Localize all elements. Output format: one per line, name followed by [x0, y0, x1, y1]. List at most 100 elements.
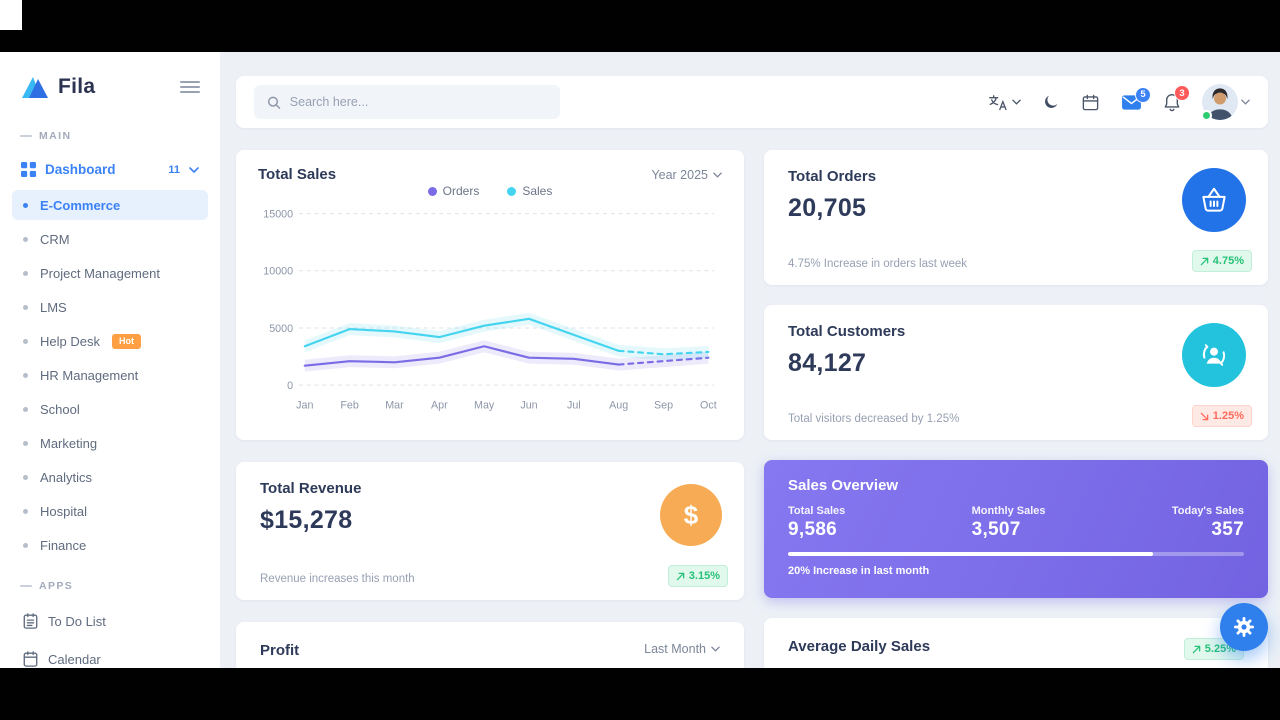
chevron-down-icon: [1012, 99, 1021, 105]
card-title: Average Daily Sales: [788, 638, 931, 655]
calendar-icon: [1082, 94, 1099, 110]
profit-card: Profit Last Month: [236, 622, 744, 668]
orders-trend-badge: 4.75%: [1191, 250, 1252, 272]
search-icon: [267, 96, 281, 109]
sidebar-item-dashboard[interactable]: Dashboard 11: [12, 156, 208, 183]
svg-text:Oct: Oct: [700, 400, 717, 412]
messages-button[interactable]: 5: [1121, 86, 1151, 111]
dashboard-grid-icon: [21, 162, 36, 177]
brand-name: Fila: [58, 75, 96, 98]
gear-icon: [1234, 617, 1254, 637]
language-selector[interactable]: [988, 94, 1021, 111]
bullet-icon: [23, 270, 28, 276]
revenue-subtitle: Revenue increases this month: [260, 573, 415, 585]
sidebar-item-project-management[interactable]: Project Management: [12, 258, 208, 288]
svg-text:Mar: Mar: [385, 400, 404, 412]
bullet-icon: [23, 406, 28, 412]
item-label: Marketing: [40, 435, 98, 451]
sidebar-item-finance[interactable]: Finance: [12, 530, 208, 560]
item-label: Project Management: [40, 265, 160, 281]
bullet-icon: [23, 508, 28, 514]
svg-text:Jun: Jun: [520, 400, 537, 412]
sidebar-item-hr-management[interactable]: HR Management: [12, 360, 208, 390]
sidebar-item-school[interactable]: School: [12, 394, 208, 424]
dashboard-grid: Total Sales Year 2025 Orders Sales 0 5000…: [236, 150, 1268, 668]
total-sales-card: Total Sales Year 2025 Orders Sales 0 5000…: [236, 150, 744, 440]
sidebar-item-hospital[interactable]: Hospital: [12, 496, 208, 526]
calendar-button[interactable]: [1081, 93, 1100, 112]
card-title: Total Sales: [258, 166, 337, 183]
orders-subtitle: 4.75% Increase in orders last week: [788, 258, 967, 270]
revenue-icon-circle: $: [660, 484, 722, 546]
svg-text:Feb: Feb: [340, 400, 359, 412]
moon-icon: [1045, 95, 1058, 108]
sidebar-item-ecommerce[interactable]: E-Commerce: [12, 190, 208, 220]
letterbox-bottom: [0, 668, 1280, 720]
item-label: To Do List: [48, 613, 106, 629]
dashboard-label: Dashboard: [45, 162, 116, 177]
legend-orders[interactable]: Orders: [427, 184, 479, 198]
menu-toggle-icon[interactable]: [180, 80, 200, 94]
dollar-icon: $: [683, 499, 699, 530]
sidebar-item-marketing[interactable]: Marketing: [12, 428, 208, 458]
brand[interactable]: Fila: [20, 74, 95, 100]
year-filter-dropdown[interactable]: Year 2025: [651, 168, 722, 182]
item-label: School: [40, 401, 80, 417]
trend-up-icon: [1200, 257, 1209, 265]
sidebar-item-calendar[interactable]: Calendar: [12, 644, 208, 668]
total-revenue-card: Total Revenue $15,278 Revenue increases …: [236, 462, 744, 600]
basket-icon: [1202, 187, 1226, 212]
sidebar-item-lms[interactable]: LMS: [12, 292, 208, 322]
online-status-dot: [1201, 110, 1212, 121]
trend-down-icon: [1200, 412, 1209, 420]
overview-note: 20% Increase in last month: [788, 565, 930, 577]
sidebar-item-crm[interactable]: CRM: [12, 224, 208, 254]
settings-fab[interactable]: [1220, 603, 1268, 651]
profit-filter-value: Last Month: [644, 642, 706, 656]
calendar-icon: [23, 651, 38, 667]
brand-logo-icon: [22, 77, 48, 98]
svg-text:15000: 15000: [263, 208, 293, 220]
customer-icon: [1202, 344, 1226, 366]
item-label: Help Desk: [40, 333, 100, 349]
sales-overview-card: Sales Overview Total Sales 9,586 Monthly…: [764, 460, 1268, 598]
item-label: Hospital: [40, 503, 87, 519]
logo-row: Fila: [0, 52, 220, 114]
item-label: LMS: [40, 299, 67, 315]
chevron-down-icon: [713, 172, 722, 178]
dark-mode-toggle[interactable]: [1042, 93, 1060, 111]
left-column: Total Sales Year 2025 Orders Sales 0 5000…: [236, 150, 744, 668]
sidebar-item-to-do-list[interactable]: To Do List: [12, 606, 208, 636]
search-input[interactable]: [289, 95, 547, 109]
svg-text:Jan: Jan: [296, 400, 313, 412]
video-artifact: [0, 0, 22, 30]
notifications-button[interactable]: 3: [1163, 85, 1190, 112]
customers-trend-badge: 1.25%: [1191, 405, 1252, 427]
chevron-down-icon: [711, 646, 720, 652]
svg-text:Apr: Apr: [431, 400, 448, 412]
card-title: Sales Overview: [788, 477, 899, 494]
total-sales-line-chart[interactable]: 0 5000 10000 15000 Jan Feb Mar Apr May Jun Jul Aug S…: [258, 198, 722, 430]
avatar[interactable]: [1201, 84, 1238, 121]
sidebar-item-analytics[interactable]: Analytics: [12, 462, 208, 492]
card-title: Total Revenue: [260, 480, 362, 497]
bullet-icon: [23, 304, 28, 310]
revenue-trend-badge: 3.15%: [667, 565, 728, 587]
section-label-apps: APPS: [0, 564, 220, 598]
svg-text:Sep: Sep: [654, 400, 673, 412]
chevron-down-icon: [1241, 99, 1250, 105]
search-box[interactable]: [254, 85, 560, 119]
sidebar-item-help-desk[interactable]: Help Desk Hot: [12, 326, 208, 356]
total-orders-card: Total Orders 20,705 4.75% Increase in or…: [764, 150, 1268, 285]
legend-dot-orders: [427, 186, 437, 196]
section-label-main: MAIN: [0, 114, 220, 148]
svg-text:Jul: Jul: [567, 400, 581, 412]
profit-filter-dropdown[interactable]: Last Month: [644, 642, 720, 656]
item-label: Finance: [40, 537, 87, 553]
legend-sales[interactable]: Sales: [507, 184, 552, 198]
svg-text:0: 0: [287, 380, 293, 392]
trend-up-icon: [676, 572, 685, 580]
card-title: Total Customers: [788, 323, 906, 340]
item-label: E-Commerce: [40, 197, 121, 213]
user-menu[interactable]: [1201, 84, 1250, 121]
